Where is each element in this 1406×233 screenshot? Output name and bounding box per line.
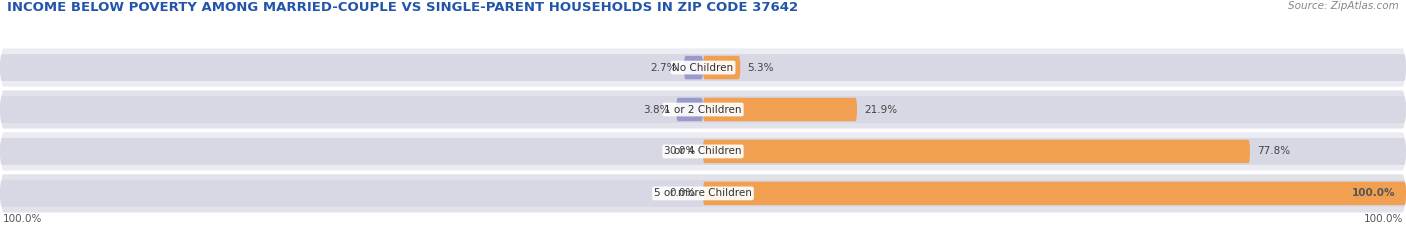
FancyBboxPatch shape <box>0 96 1406 123</box>
Text: 5 or more Children: 5 or more Children <box>654 188 752 198</box>
FancyBboxPatch shape <box>703 182 1406 205</box>
FancyBboxPatch shape <box>703 98 858 121</box>
Text: 0.0%: 0.0% <box>669 188 696 198</box>
Text: 1 or 2 Children: 1 or 2 Children <box>664 105 742 114</box>
Text: 100.0%: 100.0% <box>1353 188 1395 198</box>
Text: INCOME BELOW POVERTY AMONG MARRIED-COUPLE VS SINGLE-PARENT HOUSEHOLDS IN ZIP COD: INCOME BELOW POVERTY AMONG MARRIED-COUPL… <box>7 1 799 14</box>
Text: 2.7%: 2.7% <box>651 63 678 72</box>
Text: 21.9%: 21.9% <box>863 105 897 114</box>
Text: 5.3%: 5.3% <box>748 63 773 72</box>
FancyBboxPatch shape <box>0 173 1406 213</box>
FancyBboxPatch shape <box>676 98 703 121</box>
FancyBboxPatch shape <box>0 48 1406 88</box>
Text: 100.0%: 100.0% <box>1364 214 1403 224</box>
Text: 3 or 4 Children: 3 or 4 Children <box>664 147 742 156</box>
FancyBboxPatch shape <box>0 138 1406 165</box>
Text: 0.0%: 0.0% <box>669 147 696 156</box>
Text: No Children: No Children <box>672 63 734 72</box>
Text: 100.0%: 100.0% <box>3 214 42 224</box>
Text: 77.8%: 77.8% <box>1257 147 1291 156</box>
Text: Source: ZipAtlas.com: Source: ZipAtlas.com <box>1288 1 1399 11</box>
FancyBboxPatch shape <box>0 131 1406 171</box>
FancyBboxPatch shape <box>703 140 1250 163</box>
FancyBboxPatch shape <box>685 56 703 79</box>
FancyBboxPatch shape <box>0 54 1406 81</box>
FancyBboxPatch shape <box>0 180 1406 207</box>
FancyBboxPatch shape <box>703 56 741 79</box>
FancyBboxPatch shape <box>0 89 1406 130</box>
Text: 3.8%: 3.8% <box>643 105 669 114</box>
